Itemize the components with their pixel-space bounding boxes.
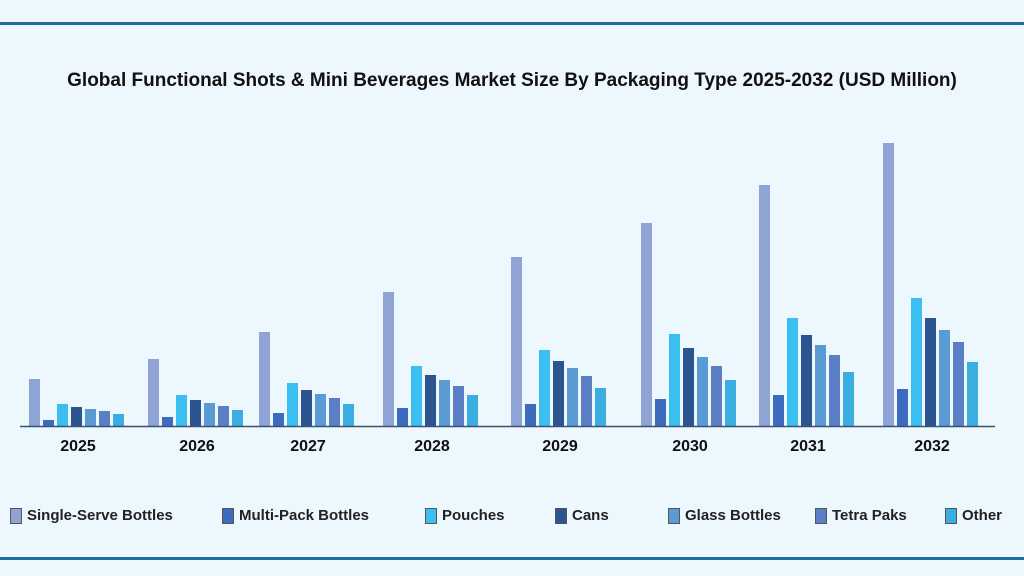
bar-2032-3 <box>925 318 936 426</box>
bar-2031-1 <box>773 395 784 426</box>
bar-2031-4 <box>815 345 826 426</box>
bar-2028-0 <box>383 292 394 426</box>
bar-2025-4 <box>85 409 96 426</box>
legend-label: Single-Serve Bottles <box>27 507 173 524</box>
top-border <box>0 22 1024 25</box>
bar-2030-0 <box>641 223 652 426</box>
bar-2026-0 <box>148 359 159 426</box>
legend-swatch <box>10 507 22 524</box>
bar-2030-4 <box>697 357 708 426</box>
bar-2032-5 <box>953 342 964 426</box>
bar-2028-1 <box>397 408 408 426</box>
bar-2030-1 <box>655 399 666 426</box>
bar-2026-3 <box>190 400 201 426</box>
bar-2025-0 <box>29 379 40 426</box>
bar-2028-4 <box>439 380 450 426</box>
legend-swatch <box>222 507 234 524</box>
bar-2027-1 <box>273 413 284 426</box>
bottom-border <box>0 557 1024 560</box>
bar-2027-0 <box>259 332 270 426</box>
legend-label: Tetra Paks <box>832 507 907 524</box>
bar-2027-4 <box>315 394 326 426</box>
bar-2029-0 <box>511 257 522 426</box>
legend-label: Other <box>962 507 1003 524</box>
x-tick-label: 2030 <box>672 438 708 455</box>
bar-2029-4 <box>567 368 578 426</box>
bar-2028-6 <box>467 395 478 426</box>
legend-item: Other <box>945 507 1002 524</box>
bar-2025-5 <box>99 411 110 426</box>
bar-2027-6 <box>343 404 354 426</box>
legend-label: Multi-Pack Bottles <box>239 507 370 524</box>
bar-2026-1 <box>162 417 173 426</box>
bar-2031-3 <box>801 335 812 426</box>
x-tick-label: 2025 <box>60 438 96 455</box>
bar-2031-6 <box>843 372 854 426</box>
bar-2026-6 <box>232 410 243 426</box>
bar-2026-4 <box>204 403 215 426</box>
bar-2032-1 <box>897 389 908 426</box>
bar-2029-3 <box>553 361 564 426</box>
bar-2027-5 <box>329 398 340 426</box>
legend-item: Cans <box>555 507 609 524</box>
bar-2029-6 <box>595 388 606 426</box>
bar-2025-3 <box>71 407 82 426</box>
x-tick-label: 2032 <box>914 438 950 455</box>
x-tick-label: 2028 <box>414 438 450 455</box>
bar-2029-5 <box>581 376 592 426</box>
legend-swatch <box>425 507 437 524</box>
x-tick-label: 2029 <box>542 438 578 455</box>
bar-2030-6 <box>725 380 736 426</box>
legend-swatch <box>668 507 680 524</box>
bar-2025-2 <box>57 404 68 426</box>
legend-swatch <box>555 507 567 524</box>
chart-title: Global Functional Shots & Mini Beverages… <box>67 70 957 91</box>
bar-2026-2 <box>176 395 187 426</box>
x-tick-label: 2026 <box>179 438 215 455</box>
bar-2030-5 <box>711 366 722 426</box>
bar-2027-2 <box>287 383 298 426</box>
legend-swatch <box>815 507 827 524</box>
legend-item: Single-Serve Bottles <box>10 507 173 524</box>
legend: Single-Serve Bottles Multi-Pack Bottles Po… <box>10 507 1020 527</box>
bar-2025-1 <box>43 420 54 426</box>
bar-2030-2 <box>669 334 680 426</box>
legend-item: Multi-Pack Bottles <box>222 507 369 524</box>
bar-2028-3 <box>425 375 436 426</box>
bar-2031-2 <box>787 318 798 426</box>
legend-swatch <box>945 507 957 524</box>
bar-2029-1 <box>525 404 536 426</box>
bar-2031-5 <box>829 355 840 426</box>
bar-2025-6 <box>113 414 124 426</box>
bar-2030-3 <box>683 348 694 426</box>
legend-item: Glass Bottles <box>668 507 781 524</box>
bar-2032-0 <box>883 143 894 426</box>
x-tick-label: 2027 <box>290 438 326 455</box>
legend-label: Cans <box>572 507 609 524</box>
legend-label: Pouches <box>442 507 505 524</box>
bar-2028-2 <box>411 366 422 426</box>
bar-2031-0 <box>759 185 770 426</box>
bar-2026-5 <box>218 406 229 426</box>
bar-2029-2 <box>539 350 550 426</box>
bar-2032-2 <box>911 298 922 426</box>
legend-label: Glass Bottles <box>685 507 781 524</box>
bar-2032-6 <box>967 362 978 426</box>
bar-2032-4 <box>939 330 950 426</box>
legend-item: Tetra Paks <box>815 507 907 524</box>
bar-2028-5 <box>453 386 464 426</box>
bar-2027-3 <box>301 390 312 426</box>
legend-item: Pouches <box>425 507 505 524</box>
x-tick-label: 2031 <box>790 438 826 455</box>
